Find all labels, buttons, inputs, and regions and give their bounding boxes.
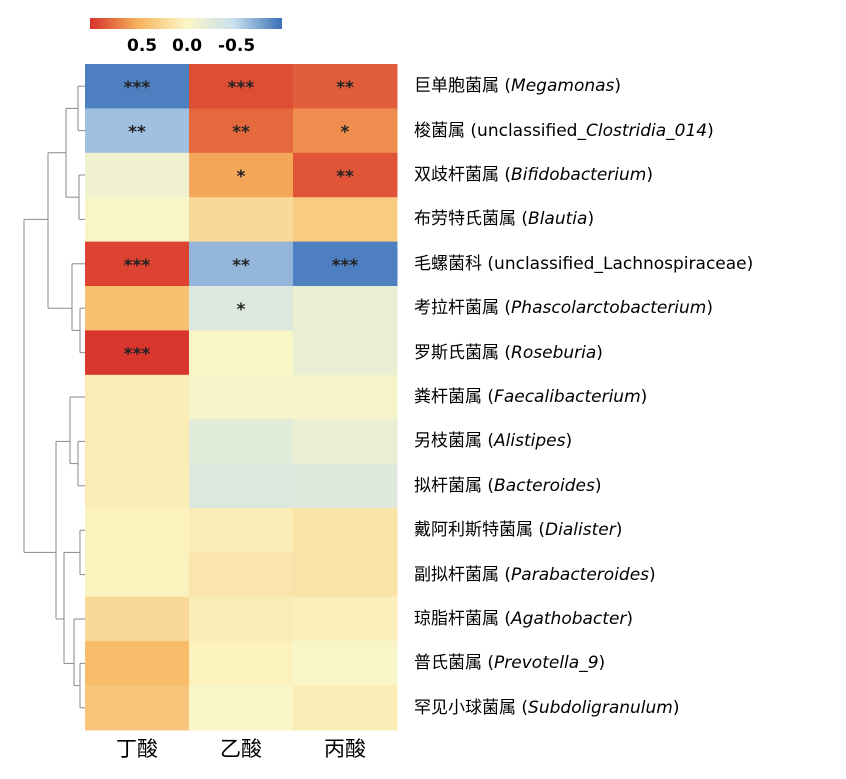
row-label: 戴阿利斯特菌属 (Dialister)	[414, 520, 623, 541]
significance-markers: *** *** **** ** ** ***** ** *******	[124, 78, 359, 364]
heatmap-cell	[293, 152, 398, 198]
heatmap-cell	[293, 241, 398, 287]
heatmap-cell	[189, 552, 294, 598]
row-label: 布劳特氏菌属 (Blautia)	[414, 209, 595, 230]
significance-marker: *	[237, 300, 246, 320]
heatmap-cell	[85, 108, 190, 154]
significance-marker: *	[237, 167, 246, 187]
heatmap-cell	[85, 508, 190, 553]
heatmap-cell	[189, 596, 294, 642]
heatmap-cell	[293, 64, 398, 109]
heatmap-cell	[293, 463, 398, 509]
heatmap-cell	[293, 330, 398, 376]
heatmap-cell	[189, 108, 294, 154]
heatmap-cell	[85, 241, 190, 287]
row-label: 普氏菌属 (Prevotella_9)	[414, 653, 606, 674]
heatmap-cell	[85, 197, 190, 243]
heatmap-cell	[189, 197, 294, 243]
legend-tick-2: -0.5	[218, 36, 256, 56]
heatmap-cell	[293, 508, 398, 553]
significance-marker: **	[128, 123, 146, 143]
heatmap-cell	[293, 685, 398, 731]
significance-marker: *	[341, 123, 350, 143]
heatmap-cell	[189, 152, 294, 198]
row-label: 另枝菌属 (Alistipes)	[414, 431, 573, 452]
heatmap-cell	[85, 374, 190, 420]
heatmap-cell	[85, 685, 190, 731]
heatmap-cell	[85, 64, 190, 109]
row-label: 罗斯氏菌属 (Roseburia)	[414, 342, 603, 363]
heatmap-cell	[293, 374, 398, 420]
row-label: 副拟杆菌属 (Parabacteroides)	[414, 564, 656, 585]
heatmap-cell	[293, 552, 398, 598]
heatmap-cell	[189, 241, 294, 287]
heatmap-cells	[85, 64, 398, 731]
row-label: 拟杆菌属 (Bacteroides)	[414, 475, 602, 496]
heatmap-cell	[85, 463, 190, 509]
legend-colorbar	[90, 18, 282, 29]
heatmap-cell	[293, 197, 398, 243]
significance-marker: ***	[124, 256, 151, 276]
heatmap-cell	[85, 330, 190, 376]
legend-tick-0: 0.5	[127, 36, 158, 56]
column-label-propionate: 丙酸	[324, 737, 366, 761]
heatmap-cell	[85, 596, 190, 642]
significance-marker: ***	[332, 256, 359, 276]
row-label: 双歧杆菌属 (Bifidobacterium)	[414, 165, 653, 185]
heatmap-cell	[189, 419, 294, 465]
row-label: 巨单胞菌属 (Megamonas)	[414, 76, 622, 97]
heatmap-cell	[85, 552, 190, 598]
significance-marker: **	[232, 256, 250, 276]
column-label-butyrate: 丁酸	[116, 737, 158, 761]
heatmap-cell	[293, 108, 398, 154]
heatmap-cell	[189, 685, 294, 731]
row-label: 毛螺菌科 (unclassified_Lachnospiraceae)	[414, 253, 754, 274]
heatmap-cell	[293, 596, 398, 642]
heatmap-cell	[85, 152, 190, 198]
heatmap-cell	[189, 64, 294, 109]
row-label: 粪杆菌属 (Faecalibacterium)	[414, 387, 648, 407]
column-label-acetate: 乙酸	[220, 737, 262, 761]
significance-marker: **	[336, 78, 354, 98]
heatmap-cell	[189, 463, 294, 509]
significance-marker: ***	[124, 78, 151, 98]
heatmap-cell	[189, 508, 294, 553]
heatmap-cell	[293, 641, 398, 687]
heatmap-cell	[85, 286, 190, 331]
heatmap-cell	[85, 419, 190, 465]
heatmap-cell	[293, 286, 398, 331]
heatmap-cell	[293, 419, 398, 465]
heatmap-cell	[189, 330, 294, 376]
heatmap-cell	[189, 374, 294, 420]
significance-marker: ***	[124, 345, 151, 365]
significance-marker: ***	[228, 78, 255, 98]
legend-tick-1: 0.0	[172, 36, 203, 56]
row-label: 琼脂杆菌属 (Agathobacter)	[414, 609, 634, 629]
row-label: 考拉杆菌属 (Phascolarctobacterium)	[414, 298, 714, 319]
heatmap-cell	[85, 641, 190, 687]
row-label: 罕见小球菌属 (Subdoligranulum)	[414, 697, 680, 718]
heatmap-cell	[189, 286, 294, 331]
row-dendrogram	[23, 85, 85, 709]
row-label: 梭菌属 (unclassified_Clostridia_014)	[414, 120, 714, 141]
significance-marker: **	[336, 167, 354, 187]
significance-marker: **	[232, 123, 250, 143]
heatmap-cell	[189, 641, 294, 687]
